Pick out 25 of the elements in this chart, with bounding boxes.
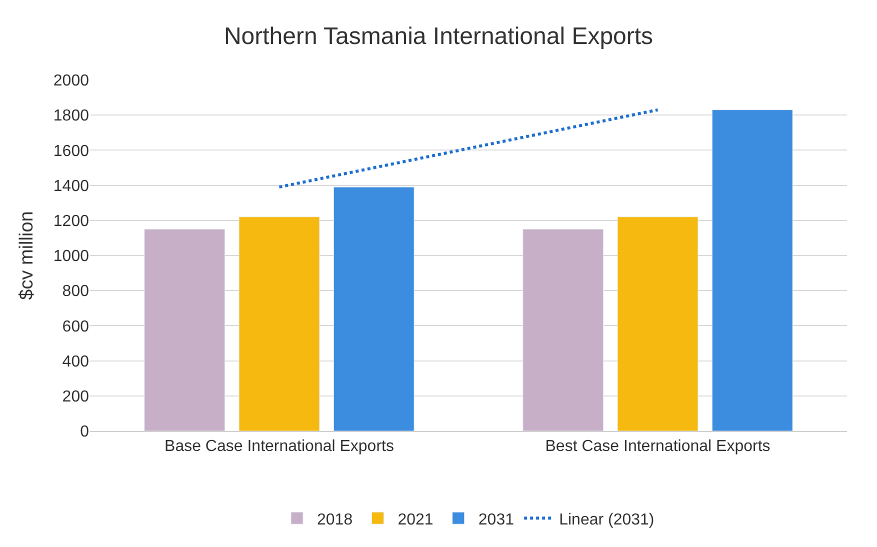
y-tick-label: 1800 bbox=[53, 108, 90, 125]
legend-label: 2021 bbox=[398, 511, 434, 528]
bar bbox=[522, 228, 604, 431]
y-tick-label: 200 bbox=[62, 388, 90, 406]
y-tick-label: 1200 bbox=[53, 213, 90, 230]
bar bbox=[617, 216, 698, 431]
y-tick-label: 1600 bbox=[53, 142, 90, 160]
y-tick-label: 1400 bbox=[53, 178, 90, 195]
bar bbox=[712, 110, 793, 431]
legend-label: 2018 bbox=[317, 511, 353, 528]
legend-label: 2031 bbox=[478, 511, 514, 528]
y-axis-title: $cv million bbox=[16, 211, 38, 300]
y-tick-label: 400 bbox=[62, 353, 90, 370]
x-tick-label: Best Case International Exports bbox=[545, 438, 770, 456]
y-tick-label: 600 bbox=[62, 318, 90, 336]
y-tick-label: 1000 bbox=[53, 248, 90, 266]
bar bbox=[333, 186, 414, 431]
chart-title: Northern Tasmania International Exports bbox=[224, 23, 654, 50]
y-tick-label: 0 bbox=[80, 424, 90, 441]
bar bbox=[144, 228, 226, 431]
bar bbox=[238, 216, 320, 431]
legend-label: Linear (2031) bbox=[559, 511, 654, 528]
y-tick-label: 800 bbox=[62, 283, 90, 300]
x-tick-label: Base Case International Exports bbox=[164, 438, 394, 456]
y-tick-label: 2000 bbox=[53, 72, 90, 90]
